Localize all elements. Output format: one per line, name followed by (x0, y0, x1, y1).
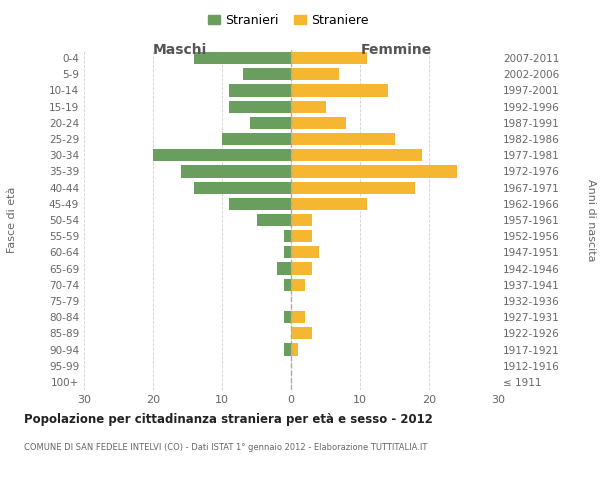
Bar (291, 311, 305, 323)
Bar (291, 344, 298, 355)
Bar (284, 344, 291, 355)
Bar (284, 278, 291, 291)
Text: COMUNE DI SAN FEDELE INTELVI (CO) - Dati ISTAT 1° gennaio 2012 - Elaborazione TU: COMUNE DI SAN FEDELE INTELVI (CO) - Dati… (24, 442, 427, 452)
Bar (250, 117, 291, 129)
Bar (291, 246, 319, 258)
Bar (291, 149, 422, 162)
Bar (291, 230, 312, 242)
Bar (194, 52, 291, 64)
Bar (291, 214, 312, 226)
Text: Maschi: Maschi (153, 43, 207, 57)
Bar (229, 100, 291, 112)
Bar (284, 246, 291, 258)
Bar (291, 278, 305, 291)
Text: Fasce di età: Fasce di età (7, 187, 17, 253)
Bar (242, 68, 291, 80)
Bar (291, 133, 395, 145)
Bar (194, 182, 291, 194)
Bar (153, 149, 291, 162)
Bar (291, 198, 367, 210)
Bar (181, 166, 291, 177)
Bar (291, 182, 415, 194)
Bar (291, 262, 312, 274)
Bar (291, 52, 367, 64)
Bar (284, 311, 291, 323)
Bar (284, 230, 291, 242)
Text: Anni di nascita: Anni di nascita (586, 179, 596, 261)
Bar (229, 84, 291, 96)
Bar (291, 117, 346, 129)
Bar (291, 166, 457, 177)
Bar (257, 214, 291, 226)
Text: Popolazione per cittadinanza straniera per età e sesso - 2012: Popolazione per cittadinanza straniera p… (24, 412, 433, 426)
Bar (291, 100, 325, 112)
Bar (277, 262, 291, 274)
Text: Femmine: Femmine (361, 43, 431, 57)
Bar (291, 328, 312, 340)
Bar (222, 133, 291, 145)
Bar (291, 84, 388, 96)
Legend: Stranieri, Straniere: Stranieri, Straniere (203, 8, 373, 32)
Bar (291, 68, 340, 80)
Bar (229, 198, 291, 210)
